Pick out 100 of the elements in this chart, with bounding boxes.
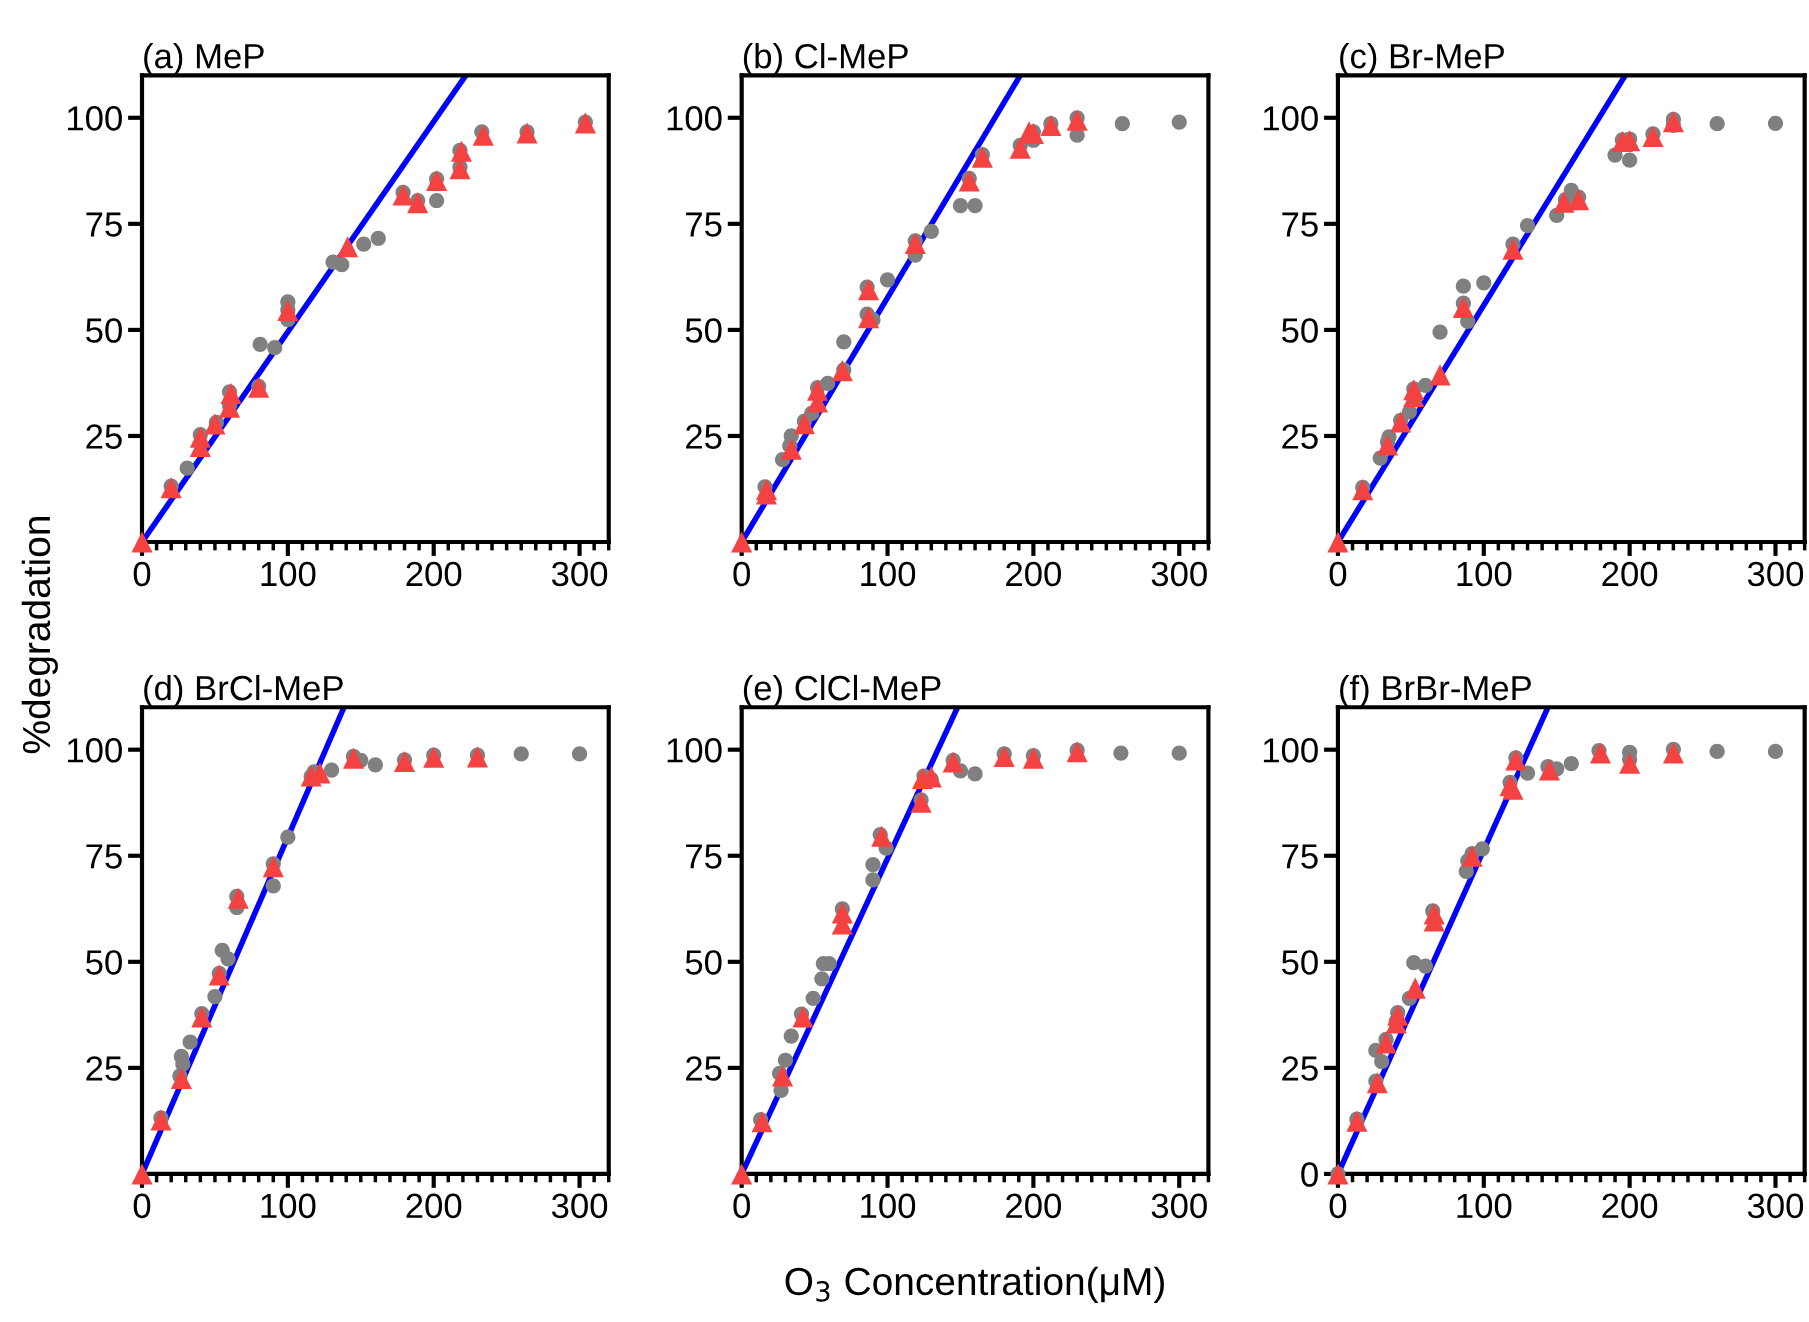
x-tick-label: 200 (1006, 1193, 1061, 1219)
point (513, 746, 529, 762)
point (1474, 841, 1490, 857)
point (772, 1065, 794, 1087)
y-axis-title: %degradation (21, 517, 58, 754)
chart-title: (b) Cl-MeP (743, 42, 908, 76)
point (1417, 377, 1434, 394)
point (865, 872, 881, 888)
point (871, 825, 893, 847)
y-tick-label: 75 (686, 212, 722, 237)
point (865, 857, 881, 873)
y-tick-label: 100 (1263, 106, 1318, 131)
point (356, 236, 372, 252)
point (858, 279, 880, 301)
chart-title: (e) ClCl-MeP (743, 674, 941, 708)
point (189, 426, 211, 448)
point (1417, 958, 1434, 974)
x-tick-label: 0 (133, 1193, 151, 1219)
point (820, 375, 836, 391)
point (337, 236, 359, 258)
chart-title: (d) BrCl-MeP (144, 674, 343, 708)
chart-title: (a) MeP (144, 42, 264, 76)
point (858, 307, 880, 329)
y-tick-label: 100 (667, 738, 722, 763)
point (1171, 745, 1187, 761)
x-tick-label: 100 (861, 1193, 916, 1219)
point (1009, 137, 1031, 159)
y-tick-label: 100 (67, 738, 122, 763)
x-tick-label: 0 (733, 561, 750, 587)
y-tick-label: 75 (686, 844, 722, 869)
point (1022, 747, 1044, 769)
point (394, 751, 416, 773)
y-tick-label: 100 (67, 106, 122, 131)
x-tick-label: 300 (1747, 561, 1804, 587)
x-tick-label: 0 (1329, 1193, 1347, 1219)
point (1568, 189, 1590, 211)
point (160, 477, 182, 499)
x-tick-label: 0 (1329, 561, 1347, 587)
point (1709, 743, 1725, 759)
point (182, 1034, 198, 1050)
point (150, 1109, 172, 1131)
y-tick-label: 25 (686, 1056, 722, 1081)
point (429, 192, 445, 209)
point (170, 1067, 192, 1090)
point (265, 878, 281, 894)
point (1387, 1004, 1409, 1026)
chart-title: (f) BrBr-MeP (1340, 674, 1531, 708)
y-tick-label: 75 (1282, 212, 1318, 237)
point (1171, 114, 1187, 130)
point (751, 1111, 773, 1133)
point (1375, 1032, 1397, 1054)
point (1767, 743, 1784, 759)
y-tick-label: 75 (86, 212, 122, 237)
point (836, 334, 852, 350)
point (923, 223, 939, 240)
point (1374, 1053, 1390, 1070)
x-tick-label: 200 (406, 561, 462, 587)
y-tick-label: 50 (685, 318, 722, 343)
y-tick-label: 50 (685, 950, 722, 975)
point (793, 413, 815, 435)
y-tick-label: 75 (1282, 844, 1318, 869)
y-tick-label: 100 (1263, 738, 1318, 763)
x-tick-label: 0 (133, 561, 151, 587)
point (1767, 115, 1784, 131)
point (252, 336, 268, 352)
point (1505, 749, 1527, 771)
point (370, 230, 386, 246)
point (392, 184, 414, 206)
point (783, 1028, 799, 1044)
point (1502, 238, 1524, 260)
point (571, 746, 588, 762)
y-tick-label: 25 (86, 424, 122, 449)
point (958, 170, 980, 192)
x-tick-label: 200 (1006, 561, 1061, 587)
point (1346, 1110, 1368, 1132)
point (423, 746, 445, 768)
y-tick-label: 100 (667, 106, 722, 131)
point (179, 460, 195, 476)
point (207, 989, 223, 1005)
x-tick-label: 300 (1747, 1193, 1804, 1219)
x-tick-label: 300 (1151, 561, 1207, 587)
point (1461, 845, 1483, 867)
point (1113, 745, 1129, 761)
point (1352, 479, 1374, 501)
point (280, 829, 296, 845)
point (1432, 324, 1448, 340)
point (807, 379, 829, 401)
point (1538, 759, 1560, 781)
point (1519, 217, 1536, 234)
point (267, 340, 283, 356)
point (262, 856, 284, 878)
point (967, 197, 983, 214)
point (904, 232, 926, 254)
point (967, 766, 983, 782)
point (1709, 116, 1725, 132)
y-tick-label: 50 (86, 318, 122, 343)
point (942, 751, 964, 773)
x-axis-title: O$_{3}$ Concentration(μM) (785, 1266, 1164, 1303)
point (1589, 742, 1611, 764)
x-tick-label: 200 (1602, 1193, 1658, 1219)
